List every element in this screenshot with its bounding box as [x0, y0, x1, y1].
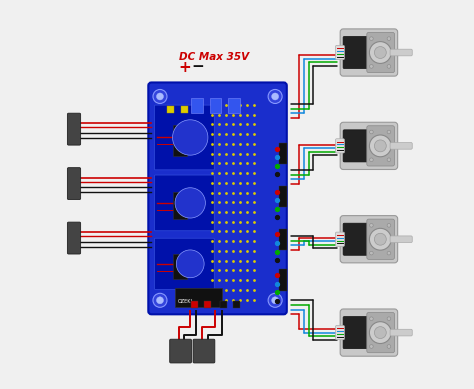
FancyBboxPatch shape [340, 29, 398, 76]
FancyBboxPatch shape [367, 126, 394, 166]
FancyBboxPatch shape [170, 339, 191, 363]
FancyBboxPatch shape [204, 301, 211, 308]
FancyBboxPatch shape [233, 301, 240, 308]
FancyBboxPatch shape [228, 98, 240, 113]
FancyBboxPatch shape [279, 229, 287, 250]
FancyBboxPatch shape [343, 37, 369, 68]
Circle shape [387, 317, 391, 321]
FancyBboxPatch shape [279, 143, 287, 164]
FancyBboxPatch shape [155, 175, 214, 231]
Circle shape [387, 224, 391, 227]
Circle shape [387, 251, 391, 255]
FancyBboxPatch shape [155, 238, 214, 289]
Circle shape [173, 120, 208, 155]
Circle shape [370, 158, 373, 161]
Circle shape [369, 135, 391, 157]
Circle shape [387, 37, 391, 40]
FancyBboxPatch shape [67, 168, 81, 200]
Circle shape [272, 297, 279, 304]
Circle shape [374, 140, 386, 152]
Circle shape [387, 345, 391, 348]
FancyBboxPatch shape [390, 329, 412, 336]
Circle shape [153, 89, 167, 103]
Circle shape [374, 233, 386, 245]
FancyBboxPatch shape [67, 222, 81, 254]
Circle shape [387, 130, 391, 134]
Circle shape [370, 317, 373, 321]
FancyBboxPatch shape [340, 216, 398, 263]
FancyBboxPatch shape [336, 326, 345, 340]
FancyBboxPatch shape [210, 98, 221, 113]
FancyBboxPatch shape [343, 223, 369, 255]
FancyBboxPatch shape [191, 301, 198, 308]
FancyBboxPatch shape [220, 301, 227, 308]
Circle shape [370, 224, 373, 227]
Circle shape [369, 42, 391, 63]
FancyBboxPatch shape [191, 98, 203, 113]
FancyBboxPatch shape [193, 339, 215, 363]
FancyBboxPatch shape [67, 113, 81, 145]
FancyBboxPatch shape [343, 130, 369, 162]
Circle shape [153, 293, 167, 307]
FancyBboxPatch shape [279, 269, 287, 291]
FancyBboxPatch shape [336, 139, 345, 153]
FancyBboxPatch shape [279, 186, 287, 207]
FancyBboxPatch shape [367, 312, 394, 353]
Text: OZEKI: OZEKI [178, 300, 193, 305]
Circle shape [370, 37, 373, 40]
Text: −: − [191, 59, 204, 74]
FancyBboxPatch shape [367, 32, 394, 73]
Circle shape [387, 65, 391, 68]
Circle shape [370, 251, 373, 255]
Circle shape [156, 93, 164, 100]
Circle shape [268, 293, 282, 307]
Circle shape [370, 345, 373, 348]
FancyBboxPatch shape [390, 142, 412, 149]
FancyBboxPatch shape [173, 192, 187, 219]
Circle shape [374, 47, 386, 58]
FancyBboxPatch shape [173, 254, 187, 279]
Text: DC Max 35V: DC Max 35V [179, 52, 249, 62]
Circle shape [387, 158, 391, 161]
FancyBboxPatch shape [148, 82, 287, 314]
Circle shape [369, 228, 391, 250]
Circle shape [175, 188, 205, 218]
FancyBboxPatch shape [167, 106, 174, 113]
Circle shape [176, 250, 204, 278]
FancyBboxPatch shape [336, 46, 345, 60]
FancyBboxPatch shape [173, 125, 187, 156]
Circle shape [272, 93, 279, 100]
Circle shape [268, 89, 282, 103]
FancyBboxPatch shape [336, 232, 345, 246]
Circle shape [156, 297, 164, 304]
FancyBboxPatch shape [390, 49, 412, 56]
FancyBboxPatch shape [340, 309, 398, 356]
FancyBboxPatch shape [367, 219, 394, 259]
FancyBboxPatch shape [390, 236, 412, 243]
FancyBboxPatch shape [181, 106, 188, 113]
FancyBboxPatch shape [343, 317, 369, 349]
FancyBboxPatch shape [155, 105, 214, 170]
Circle shape [374, 327, 386, 338]
FancyBboxPatch shape [175, 288, 221, 307]
FancyBboxPatch shape [340, 122, 398, 170]
Text: +: + [179, 60, 191, 75]
Circle shape [370, 65, 373, 68]
Circle shape [370, 130, 373, 134]
Circle shape [369, 322, 391, 343]
